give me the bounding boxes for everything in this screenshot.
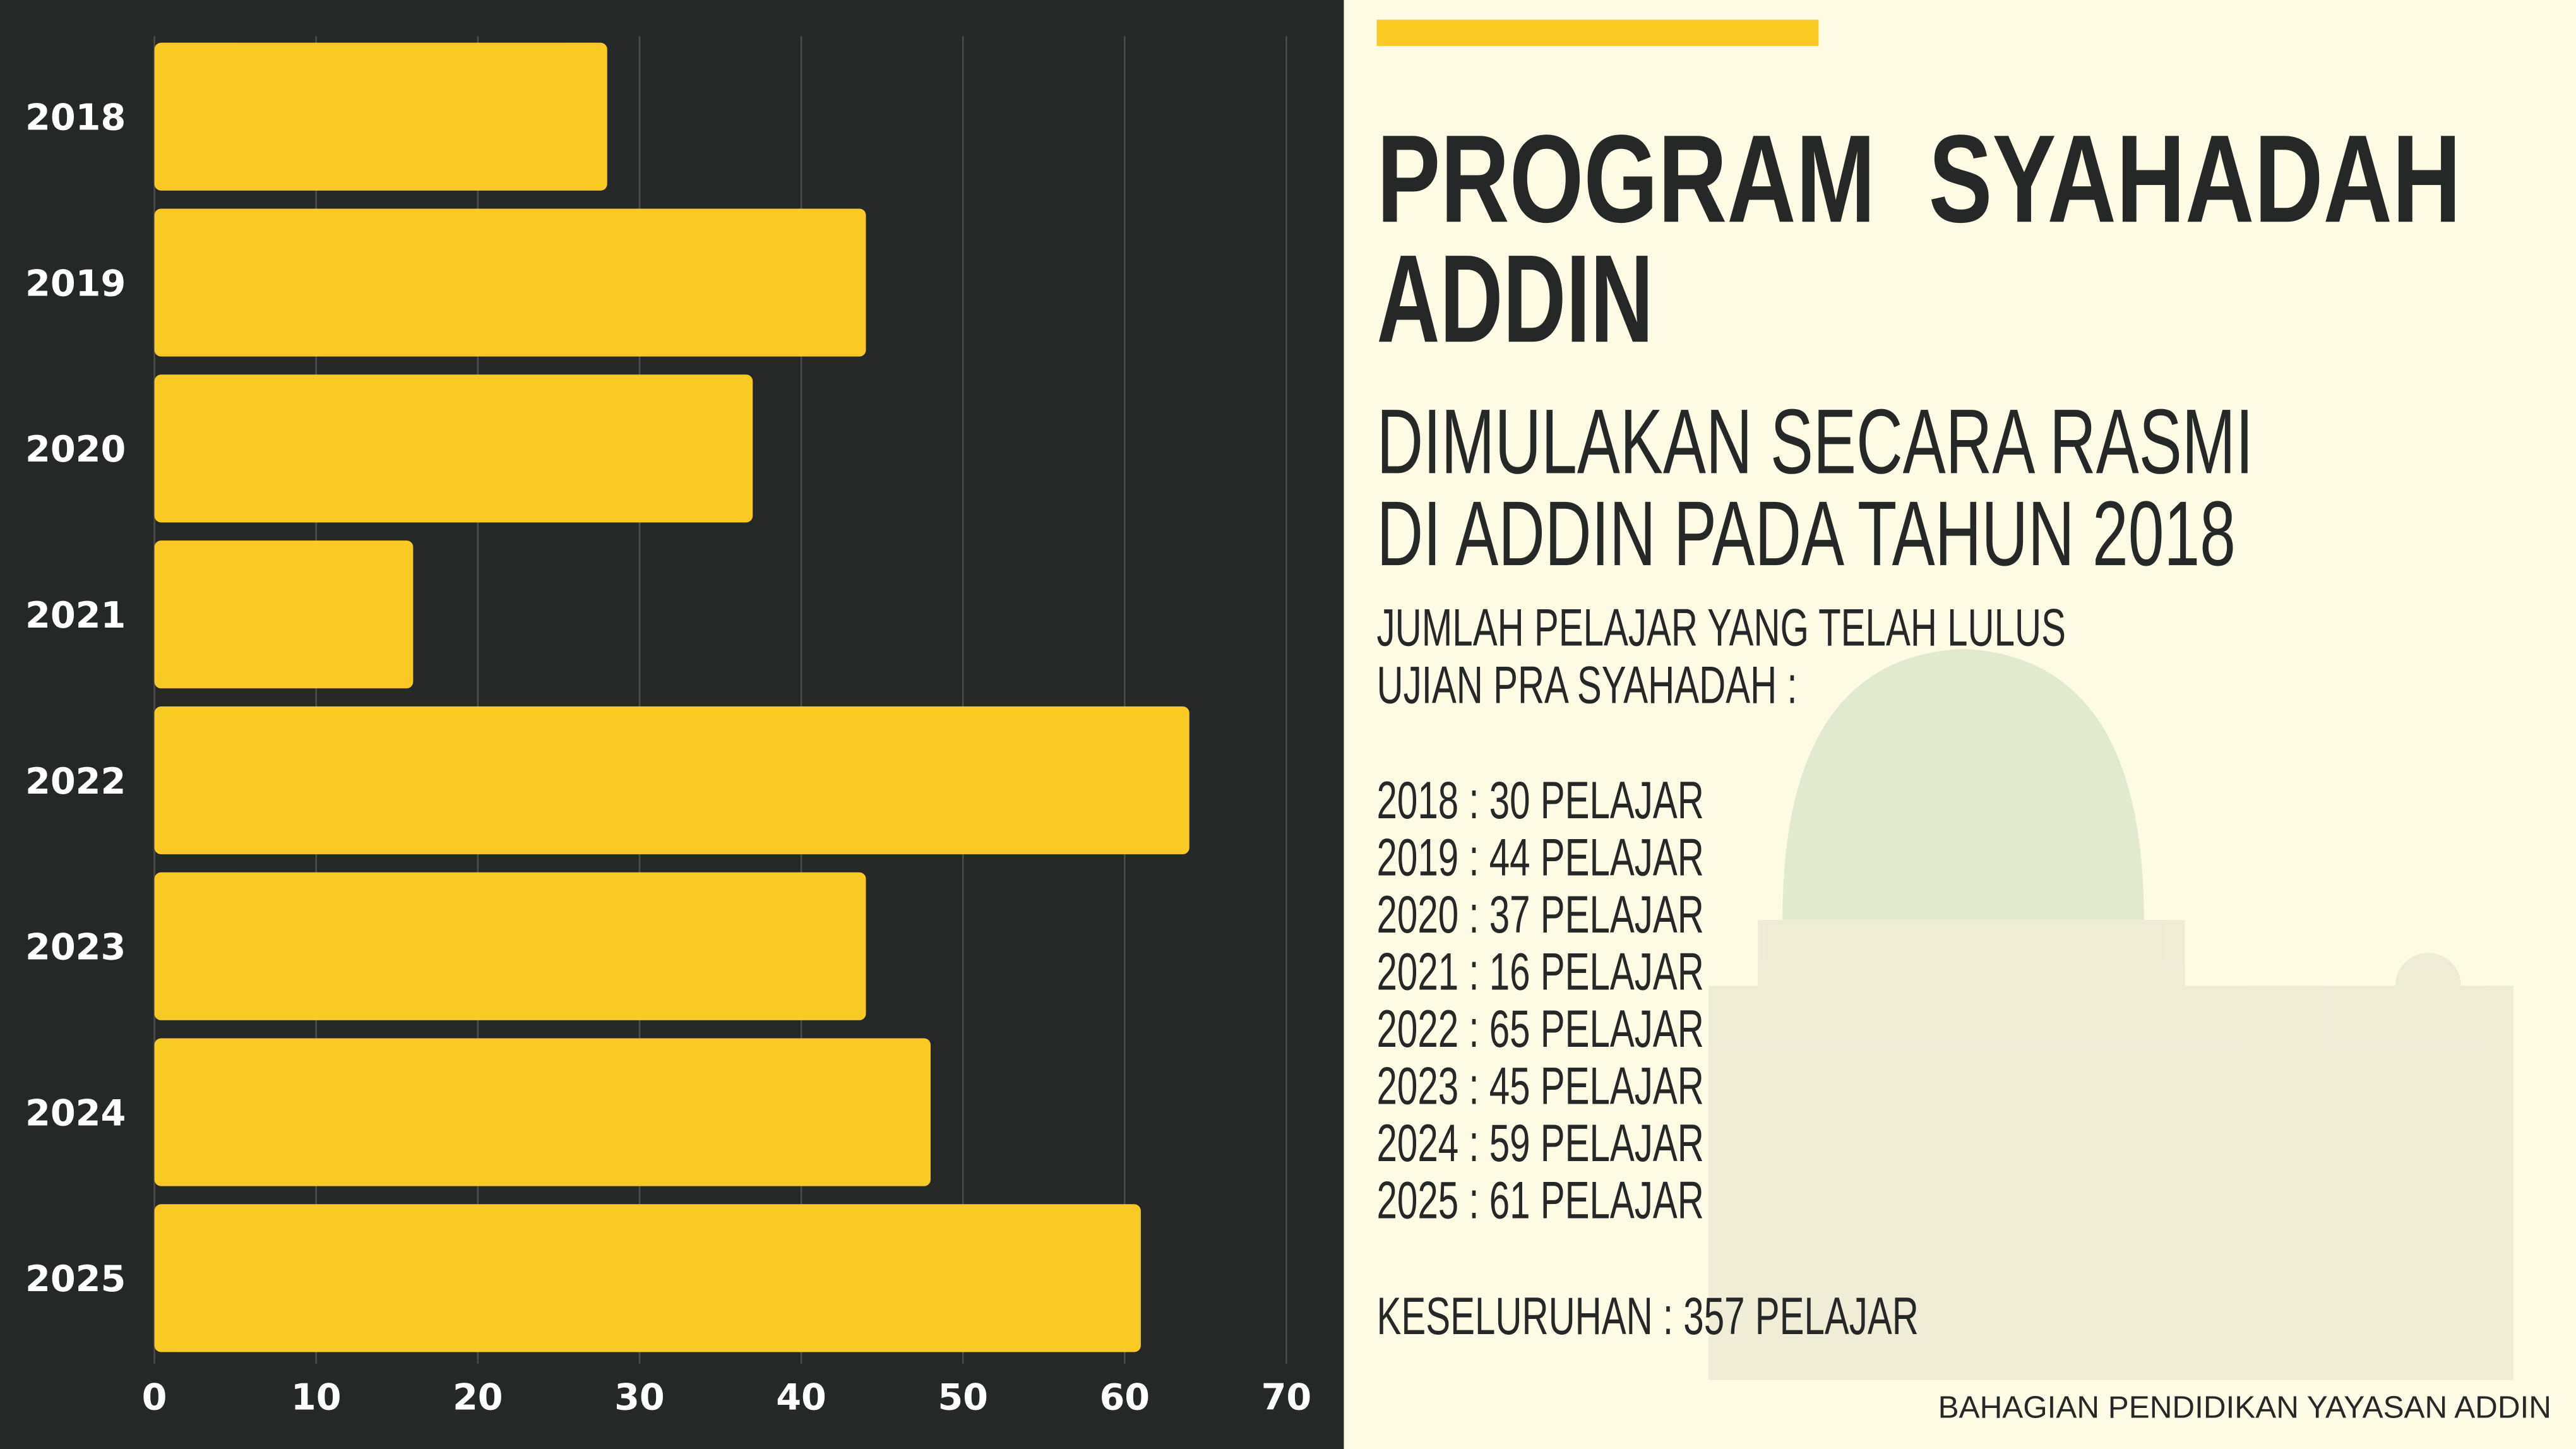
footer: BAHAGIAN PENDIDIKAN YAYASAN ADDIN bbox=[1938, 1390, 2551, 1425]
list-line: 2018 : 30 PELAJAR bbox=[1377, 772, 1704, 830]
x-tick-label: 0 bbox=[142, 1377, 167, 1419]
y-tick-label: 2021 bbox=[25, 595, 126, 636]
x-tick-label: 60 bbox=[1099, 1377, 1150, 1419]
y-tick-label: 2022 bbox=[25, 761, 126, 802]
bar bbox=[154, 374, 753, 523]
list-line: 2024 : 59 PELAJAR bbox=[1377, 1114, 1704, 1173]
y-tick-label: 2024 bbox=[25, 1092, 126, 1134]
list-line: 2025 : 61 PELAJAR bbox=[1377, 1172, 1704, 1231]
y-tick-label: 2023 bbox=[25, 927, 126, 969]
x-tick-label: 50 bbox=[938, 1377, 988, 1419]
list-line: 2019 : 44 PELAJAR bbox=[1377, 828, 1704, 887]
title-line: ADDIN bbox=[1377, 229, 1654, 369]
x-tick-label: 30 bbox=[614, 1377, 665, 1419]
y-tick-label: 2020 bbox=[25, 429, 126, 470]
subtitle-line: DIMULAKAN SECARA RASMI bbox=[1377, 390, 2254, 492]
y-tick-label: 2018 bbox=[25, 97, 126, 139]
bar bbox=[154, 1204, 1141, 1352]
x-tick-label: 20 bbox=[453, 1377, 503, 1419]
bar bbox=[154, 872, 866, 1020]
bar bbox=[154, 540, 414, 689]
intro-line: JUMLAH PELAJAR YANG TELAH LULUS bbox=[1377, 599, 2066, 657]
intro-line: UJIAN PRA SYAHADAH : bbox=[1377, 657, 1798, 715]
accent-bar bbox=[1376, 20, 1819, 46]
y-tick-label: 2019 bbox=[25, 263, 126, 304]
list-line: 2021 : 16 PELAJAR bbox=[1377, 943, 1704, 1001]
bar bbox=[154, 208, 866, 357]
text-panel bbox=[1344, 0, 2576, 1449]
text-block: PROGRAM SYAHADAH ADDIN DIMULAKAN SECARA … bbox=[1377, 109, 2462, 1346]
list-line: 2020 : 37 PELAJAR bbox=[1377, 886, 1704, 945]
list-line: 2022 : 65 PELAJAR bbox=[1377, 1000, 1704, 1059]
bar bbox=[154, 706, 1190, 855]
subtitle-line: DI ADDIN PADA TAHUN 2018 bbox=[1377, 482, 2236, 585]
title-line: PROGRAM SYAHADAH bbox=[1377, 109, 2462, 249]
x-tick-label: 40 bbox=[776, 1377, 826, 1419]
mosque-illustration bbox=[1708, 648, 2514, 1380]
x-tick-label: 10 bbox=[291, 1377, 342, 1419]
bar bbox=[154, 42, 607, 191]
list-line: 2023 : 45 PELAJAR bbox=[1377, 1057, 1704, 1116]
bar bbox=[154, 1038, 931, 1186]
y-tick-label: 2025 bbox=[25, 1258, 126, 1300]
total-line: KESELURUHAN : 357 PELAJAR bbox=[1377, 1287, 1919, 1346]
bar-chart: 0 10 20 30 40 50 60 70 2018 2019 2020 2021 2022 2023 2… bbox=[25, 36, 1312, 1419]
x-tick-label: 70 bbox=[1261, 1377, 1312, 1419]
